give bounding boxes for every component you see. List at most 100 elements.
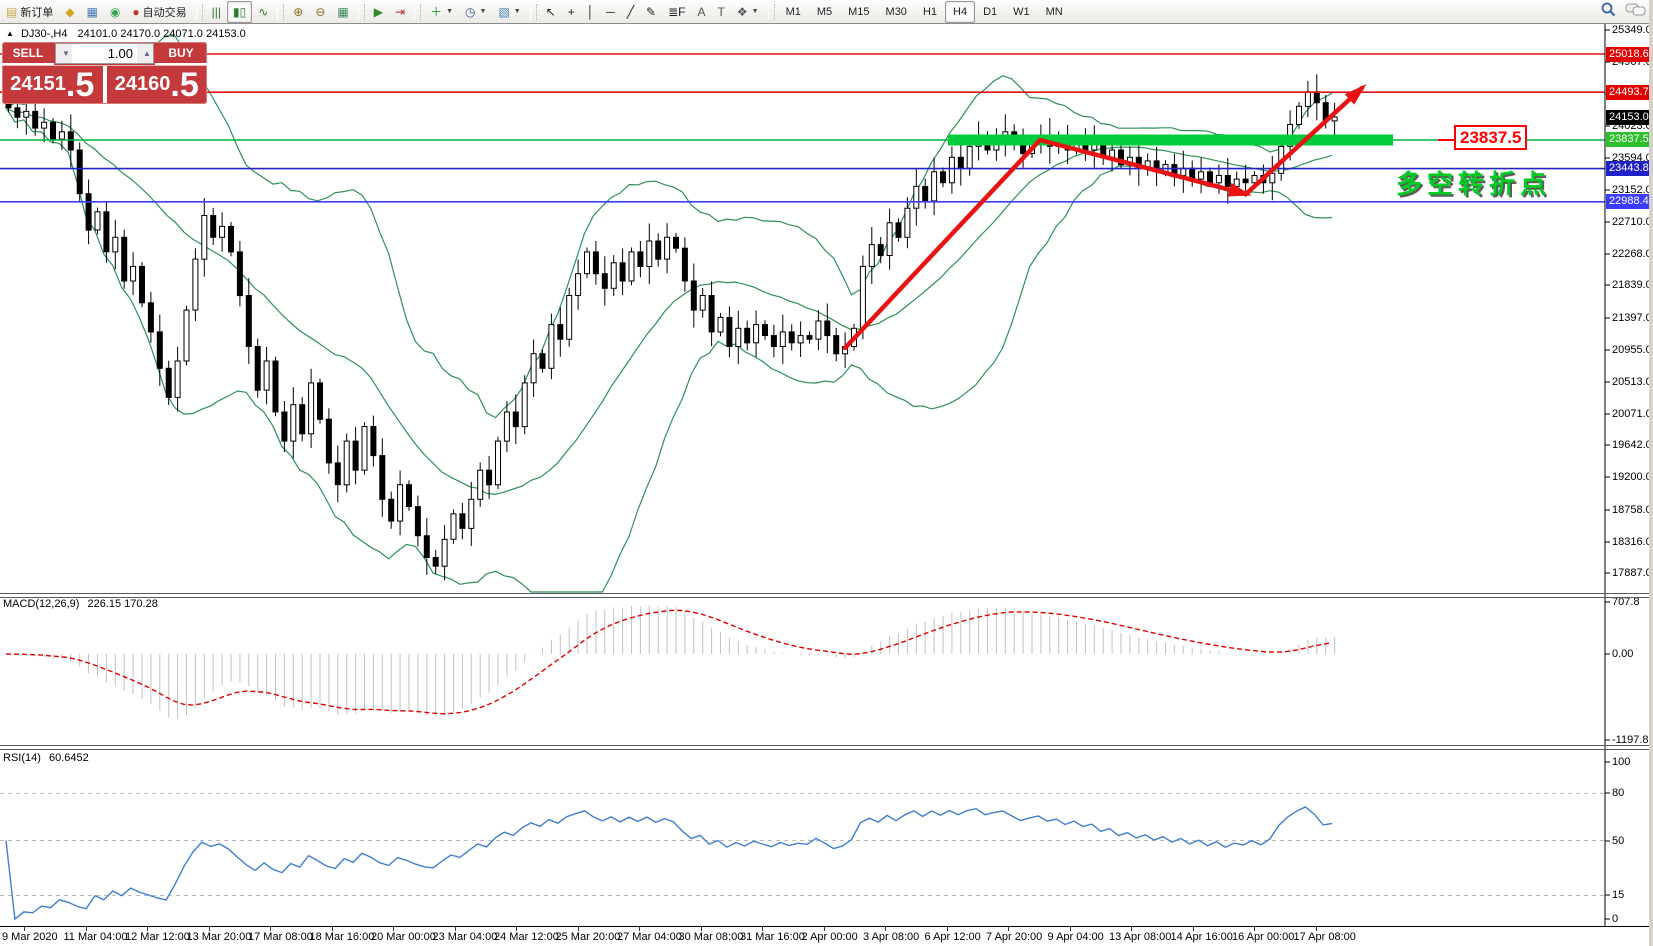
toolbar-separator: [767, 3, 775, 20]
mql5-community-icon[interactable]: ◆: [59, 1, 80, 23]
axis-tick: 80: [1612, 787, 1625, 799]
axis-tick: 25349.0: [1612, 24, 1652, 36]
bar-chart-button[interactable]: |||: [206, 1, 227, 23]
date-label: 9 Apr 04:00: [1047, 931, 1104, 943]
chart-bottom-border: [0, 926, 1653, 927]
timeframe-m1[interactable]: M1: [785, 5, 801, 18]
axis-tick: 21839.0: [1612, 279, 1652, 291]
buy-price-frac: .5: [170, 65, 199, 104]
volume-decrease-button[interactable]: ▼: [56, 44, 72, 63]
vertical-line-button[interactable]: │: [581, 1, 601, 23]
chart-window-icon-glyph: ▦: [86, 4, 98, 19]
date-label: 24 Mar 12:00: [494, 931, 559, 943]
date-label: 25 Mar 20:00: [555, 931, 621, 943]
symbol-header: ▲ DJ30-,H4 24101.0 24170.0 24071.0 24153…: [6, 28, 246, 40]
volume-increase-button[interactable]: ▲: [137, 44, 153, 63]
auto-scroll-glyph: ▶: [373, 4, 383, 19]
dropdown-caret-icon[interactable]: ▼: [513, 8, 521, 15]
zoom-in-button[interactable]: ⊕: [287, 1, 309, 23]
timeframe-w1[interactable]: W1: [1013, 5, 1030, 18]
pane-separator[interactable]: [0, 597, 1653, 598]
window-edge: [1649, 0, 1653, 946]
cursor-button[interactable]: ↖: [540, 1, 562, 23]
toolbar-separator: [277, 3, 285, 20]
candlestick-chart-button[interactable]: ▮▯: [227, 0, 253, 23]
date-label: 17 Apr 08:00: [1293, 931, 1356, 943]
rsi-name: RSI(14): [3, 752, 41, 764]
text-button[interactable]: A: [692, 1, 712, 23]
price-label-25018.6: 25018.6: [1606, 47, 1653, 62]
channel-button[interactable]: ✎: [640, 1, 662, 23]
periods-button[interactable]: ◷ ▼: [459, 1, 492, 23]
symbol-ohlc: 24101.0 24170.0 24071.0 24153.0: [77, 28, 246, 40]
axis-tick: 50: [1612, 835, 1625, 847]
timeframe-m5[interactable]: M5: [816, 5, 833, 18]
horizontal-line-button[interactable]: ─: [600, 1, 621, 23]
search-icon[interactable]: [1599, 2, 1617, 18]
timeframe-m30[interactable]: M30: [885, 5, 907, 18]
price-divider: [102, 66, 107, 103]
date-tick: [85, 927, 87, 931]
trade-panel-top: SELL ▼ ▲ BUY: [2, 42, 207, 66]
timeframe-h1[interactable]: H1: [922, 5, 937, 18]
arrows-button[interactable]: ❖ ▼: [731, 1, 765, 23]
tile-windows-glyph: ▦: [337, 4, 349, 19]
timeframe-m15[interactable]: M15: [848, 5, 870, 18]
line-chart-button[interactable]: ∿: [252, 1, 274, 23]
date-label: 12 Mar 12:00: [125, 931, 190, 943]
sell-price[interactable]: 24151.5: [2, 66, 103, 103]
pane-separator[interactable]: [0, 745, 1653, 746]
new-order-button[interactable]: ▤ 新订单: [0, 1, 59, 23]
templates-button[interactable]: ▧ ▼: [492, 1, 526, 23]
axis-tick: 707.8: [1612, 596, 1640, 608]
indicators-button[interactable]: ＋ ▼: [424, 1, 459, 23]
buy-button[interactable]: BUY: [155, 42, 207, 65]
date-tick: [1192, 927, 1194, 931]
zoom-in-glyph: ⊕: [293, 4, 304, 19]
timeframe-d1[interactable]: D1: [983, 5, 998, 18]
buy-price[interactable]: 24160.5: [107, 66, 208, 103]
tile-windows-button[interactable]: ▦: [331, 1, 354, 23]
sell-button[interactable]: SELL: [2, 42, 54, 65]
dropdown-caret-icon[interactable]: ▼: [446, 8, 454, 15]
axis-tick: 20513.0: [1612, 376, 1652, 388]
axis-tick: -1197.88: [1612, 734, 1653, 746]
text-label-button[interactable]: T: [712, 1, 731, 23]
date-label: 20 Mar 00:00: [371, 931, 436, 943]
axis-tick: 23152.0: [1612, 184, 1652, 196]
trendline-button[interactable]: ╱: [621, 1, 640, 23]
dropdown-caret-icon[interactable]: ▼: [479, 8, 487, 15]
autotrading-button[interactable]: ● 自动交易: [126, 1, 192, 23]
timeframe-mn[interactable]: MN: [1045, 5, 1063, 18]
crosshair-button[interactable]: +: [562, 1, 581, 23]
auto-scroll-button[interactable]: ▶: [368, 1, 389, 23]
chart-shift-glyph: ⇥: [395, 4, 406, 19]
date-label: 3 Apr 08:00: [863, 931, 920, 943]
date-label: 31 Mar 16:00: [740, 931, 805, 943]
date-tick: [454, 927, 456, 931]
pane-separator[interactable]: [0, 593, 1653, 594]
templates-glyph: ▧: [498, 4, 510, 19]
zoom-out-button[interactable]: ⊖: [309, 1, 331, 23]
indicators-glyph: ＋: [430, 4, 443, 19]
mql5-community-icon-glyph: ◆: [65, 4, 75, 19]
date-label: 11 Mar 04:00: [63, 931, 128, 943]
chat-icon[interactable]: [1625, 2, 1647, 18]
chart-shift-button[interactable]: ⇥: [389, 1, 411, 23]
volume-input[interactable]: [72, 44, 137, 63]
axis-tick: 21397.0: [1612, 312, 1652, 324]
timeframe-h4[interactable]: H4: [945, 0, 976, 23]
collapse-triangle-icon[interactable]: ▲: [6, 29, 14, 38]
date-tick: [823, 927, 825, 931]
trendline-glyph: ╱: [626, 4, 635, 19]
date-label: 18 Mar 16:00: [309, 931, 375, 943]
chart-window-icon[interactable]: ▦: [81, 1, 104, 23]
fibonacci-button[interactable]: ≣F: [662, 1, 691, 23]
date-label: 13 Apr 08:00: [1109, 931, 1172, 943]
signals-icon[interactable]: ◉: [104, 1, 126, 23]
pane-separator[interactable]: [0, 749, 1653, 750]
toolbar-separator: [529, 3, 537, 20]
dropdown-caret-icon[interactable]: ▼: [751, 8, 759, 15]
